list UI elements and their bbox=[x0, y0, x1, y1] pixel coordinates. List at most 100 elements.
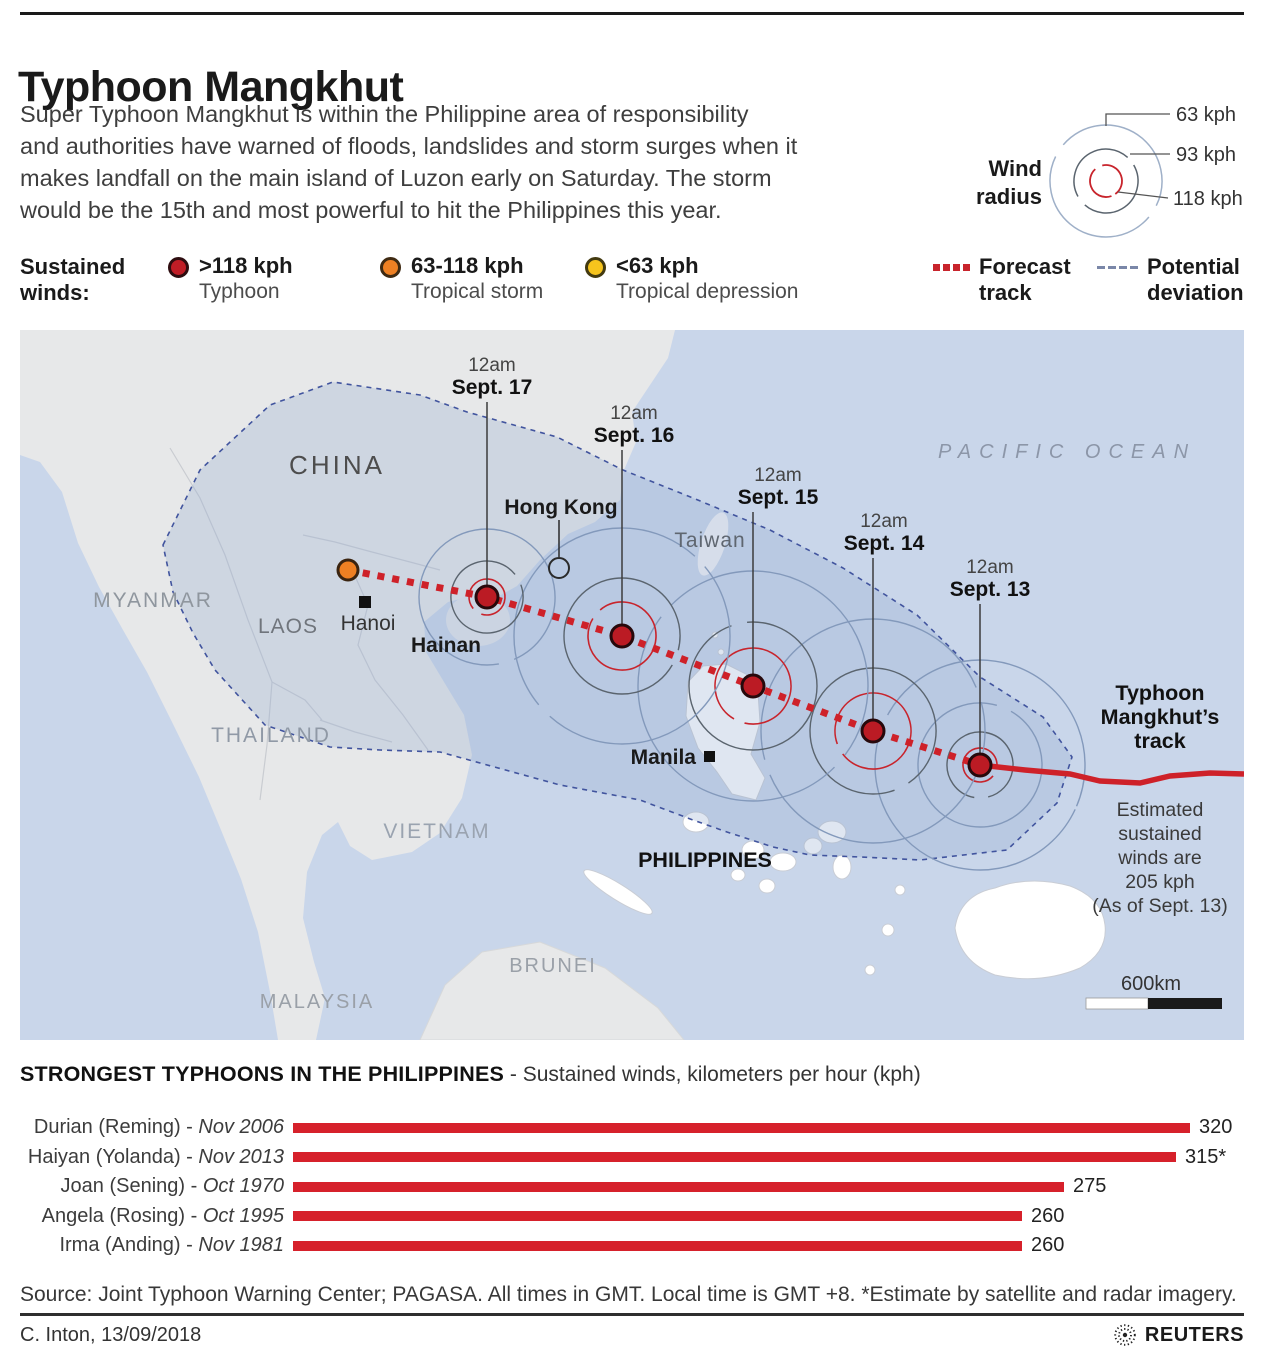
footer: C. Inton, 13/09/2018 REUTERS bbox=[20, 1322, 1244, 1348]
legend-item-typhoon: >118 kph Typhoon bbox=[168, 254, 293, 305]
label-laos: LAOS bbox=[258, 615, 318, 638]
chart-value: 275 bbox=[1073, 1175, 1107, 1198]
wind-radius-legend: Wind radius 63 kph 93 kph 118 kph bbox=[976, 104, 1243, 238]
storm-time: 12am bbox=[966, 557, 1014, 578]
potential-deviation-label: Potential bbox=[1147, 254, 1240, 279]
chart-row: Durian (Reming) - Nov 2006 320 bbox=[20, 1113, 1244, 1143]
ring-label-63: 63 kph bbox=[1176, 104, 1236, 126]
date-pointer-lines bbox=[486, 402, 981, 765]
storm-date: Sept. 16 bbox=[594, 424, 675, 447]
chart-row: Haiyan (Yolanda) - Nov 2013 315* bbox=[20, 1143, 1244, 1173]
label-hainan: Hainan bbox=[411, 634, 481, 657]
strongest-typhoons-chart: STRONGEST TYPHOONS IN THE PHILIPPINES - … bbox=[20, 1062, 1244, 1261]
label-hanoi: Hanoi bbox=[341, 612, 396, 635]
typhoon-point-sept17 bbox=[474, 584, 500, 610]
ring-label-118: 118 kph bbox=[1173, 188, 1243, 210]
intro-line: would be the 15th and most powerful to h… bbox=[20, 197, 722, 223]
svg-text:205 kph: 205 kph bbox=[1125, 871, 1194, 893]
intro-line: Super Typhoon Mangkhut is within the Phi… bbox=[20, 101, 749, 127]
land-philippines bbox=[583, 631, 1106, 980]
intro-line: and authorities have warned of floods, l… bbox=[20, 133, 798, 159]
potential-deviation-dash-icon bbox=[1097, 264, 1138, 306]
chart-row-label: Haiyan (Yolanda) - Nov 2013 bbox=[27, 1145, 284, 1168]
legend-value: <63 kph bbox=[616, 253, 699, 278]
scale-label: 600km bbox=[1121, 973, 1181, 995]
storm-date: Sept. 14 bbox=[844, 532, 925, 555]
winds-legend-title: Sustained winds: bbox=[20, 254, 126, 305]
chart-bar bbox=[293, 1152, 1176, 1163]
legend-value: >118 kph bbox=[199, 253, 293, 278]
wind-radius-diagram-icon bbox=[1049, 113, 1170, 238]
typhoon-point-sept13 bbox=[967, 752, 993, 778]
chart-bar bbox=[293, 1211, 1022, 1222]
storm-time: 12am bbox=[860, 511, 908, 532]
tropical-storm-dot-icon bbox=[380, 257, 401, 278]
label-pacific-ocean: PACIFIC OCEAN bbox=[938, 441, 1196, 463]
svg-text:Mangkhut’s: Mangkhut’s bbox=[1101, 705, 1220, 729]
typhoon-point-sept15 bbox=[740, 673, 766, 699]
chart-value: 320 bbox=[1199, 1116, 1233, 1139]
chart-row-label: Joan (Sening) - Oct 1970 bbox=[60, 1175, 284, 1198]
tropical-storm-point bbox=[336, 558, 360, 582]
storm-time: 12am bbox=[468, 355, 516, 376]
label-philippines: PHILIPPINES bbox=[638, 848, 772, 872]
legend-value: 63-118 kph bbox=[411, 253, 524, 278]
brand-name: REUTERS bbox=[1144, 1323, 1244, 1346]
top-rule bbox=[20, 12, 1244, 15]
chart-row-label: Angela (Rosing) - Oct 1995 bbox=[41, 1204, 284, 1227]
label-taiwan: Taiwan bbox=[674, 529, 745, 552]
chart-row: Irma (Anding) - Nov 1981 260 bbox=[20, 1231, 1244, 1261]
reuters-orb-icon bbox=[1114, 1324, 1136, 1346]
wind-radius-label-2: radius bbox=[976, 184, 1042, 209]
label-thailand: THAILAND bbox=[211, 724, 331, 747]
svg-text:(As of Sept. 13): (As of Sept. 13) bbox=[1092, 895, 1227, 917]
label-malaysia: MALAYSIA bbox=[260, 991, 375, 1013]
chart-row-label: Durian (Reming) - Nov 2006 bbox=[33, 1116, 284, 1139]
bottom-rule bbox=[20, 1313, 1244, 1316]
label-brunei: BRUNEI bbox=[509, 955, 597, 977]
label-china: CHINA bbox=[289, 450, 385, 480]
legend-item-tropical-depression: <63 kph Tropical depression bbox=[585, 254, 798, 305]
intro-paragraph: Super Typhoon Mangkhut is within the Phi… bbox=[20, 98, 797, 226]
page-title: Typhoon Mangkhut bbox=[18, 62, 404, 111]
chart-bar bbox=[293, 1181, 1064, 1192]
label-myanmar: MYANMAR bbox=[93, 589, 213, 612]
svg-text:track: track bbox=[1134, 729, 1185, 753]
wind-radius-label-1: Wind bbox=[988, 156, 1042, 181]
potential-deviation-cone bbox=[162, 381, 1073, 861]
label-manila: Manila bbox=[631, 746, 697, 769]
winds-legend: Sustained winds: >118 kph Typhoon 63-118… bbox=[20, 252, 1244, 314]
chart-value: 315* bbox=[1185, 1145, 1227, 1168]
storm-date: Sept. 15 bbox=[738, 486, 819, 509]
chart-bar bbox=[293, 1240, 1022, 1251]
storm-position-dots bbox=[336, 558, 993, 778]
chart-rows: Durian (Reming) - Nov 2006 320 Haiyan (Yol… bbox=[20, 1113, 1244, 1261]
legend-name: Tropical storm bbox=[411, 280, 544, 303]
typhoon-point-sept14 bbox=[860, 718, 886, 744]
svg-text:sustained: sustained bbox=[1118, 823, 1201, 845]
storm-time: 12am bbox=[610, 403, 658, 424]
past-track-line bbox=[979, 762, 1244, 786]
legend-name: Tropical depression bbox=[616, 280, 799, 303]
chart-value: 260 bbox=[1031, 1204, 1065, 1227]
tropical-depression-dot-icon bbox=[585, 257, 606, 278]
typhoon-point-sept16 bbox=[609, 623, 635, 649]
chart-heading: STRONGEST TYPHOONS IN THE PHILIPPINES bbox=[20, 1062, 505, 1086]
land-borneo bbox=[419, 941, 685, 1040]
ring-label-93: 93 kph bbox=[1176, 144, 1236, 166]
typhoon-track-map: 12am Sept. 17 12am Sept. 16 12am Sept. 1… bbox=[20, 330, 1244, 1040]
chart-subtitle: - Sustained winds, kilometers per hour (… bbox=[504, 1063, 921, 1086]
scale-bar bbox=[1085, 997, 1222, 1010]
legend-name: Typhoon bbox=[199, 280, 280, 303]
legend-item-tropical-storm: 63-118 kph Tropical storm bbox=[380, 254, 543, 305]
reuters-logo: REUTERS bbox=[1112, 1322, 1244, 1348]
svg-text:winds are: winds are bbox=[1117, 847, 1201, 869]
chart-row: Joan (Sening) - Oct 1970 275 bbox=[20, 1172, 1244, 1202]
estimated-winds-note: Estimated bbox=[1117, 799, 1204, 821]
land-taiwan bbox=[697, 512, 729, 576]
credit: C. Inton, 13/09/2018 bbox=[20, 1323, 202, 1346]
storm-date: Sept. 13 bbox=[950, 578, 1031, 601]
chart-bar bbox=[293, 1122, 1190, 1133]
storm-date: Sept. 17 bbox=[452, 376, 533, 399]
label-hong-kong: Hong Kong bbox=[504, 496, 617, 519]
